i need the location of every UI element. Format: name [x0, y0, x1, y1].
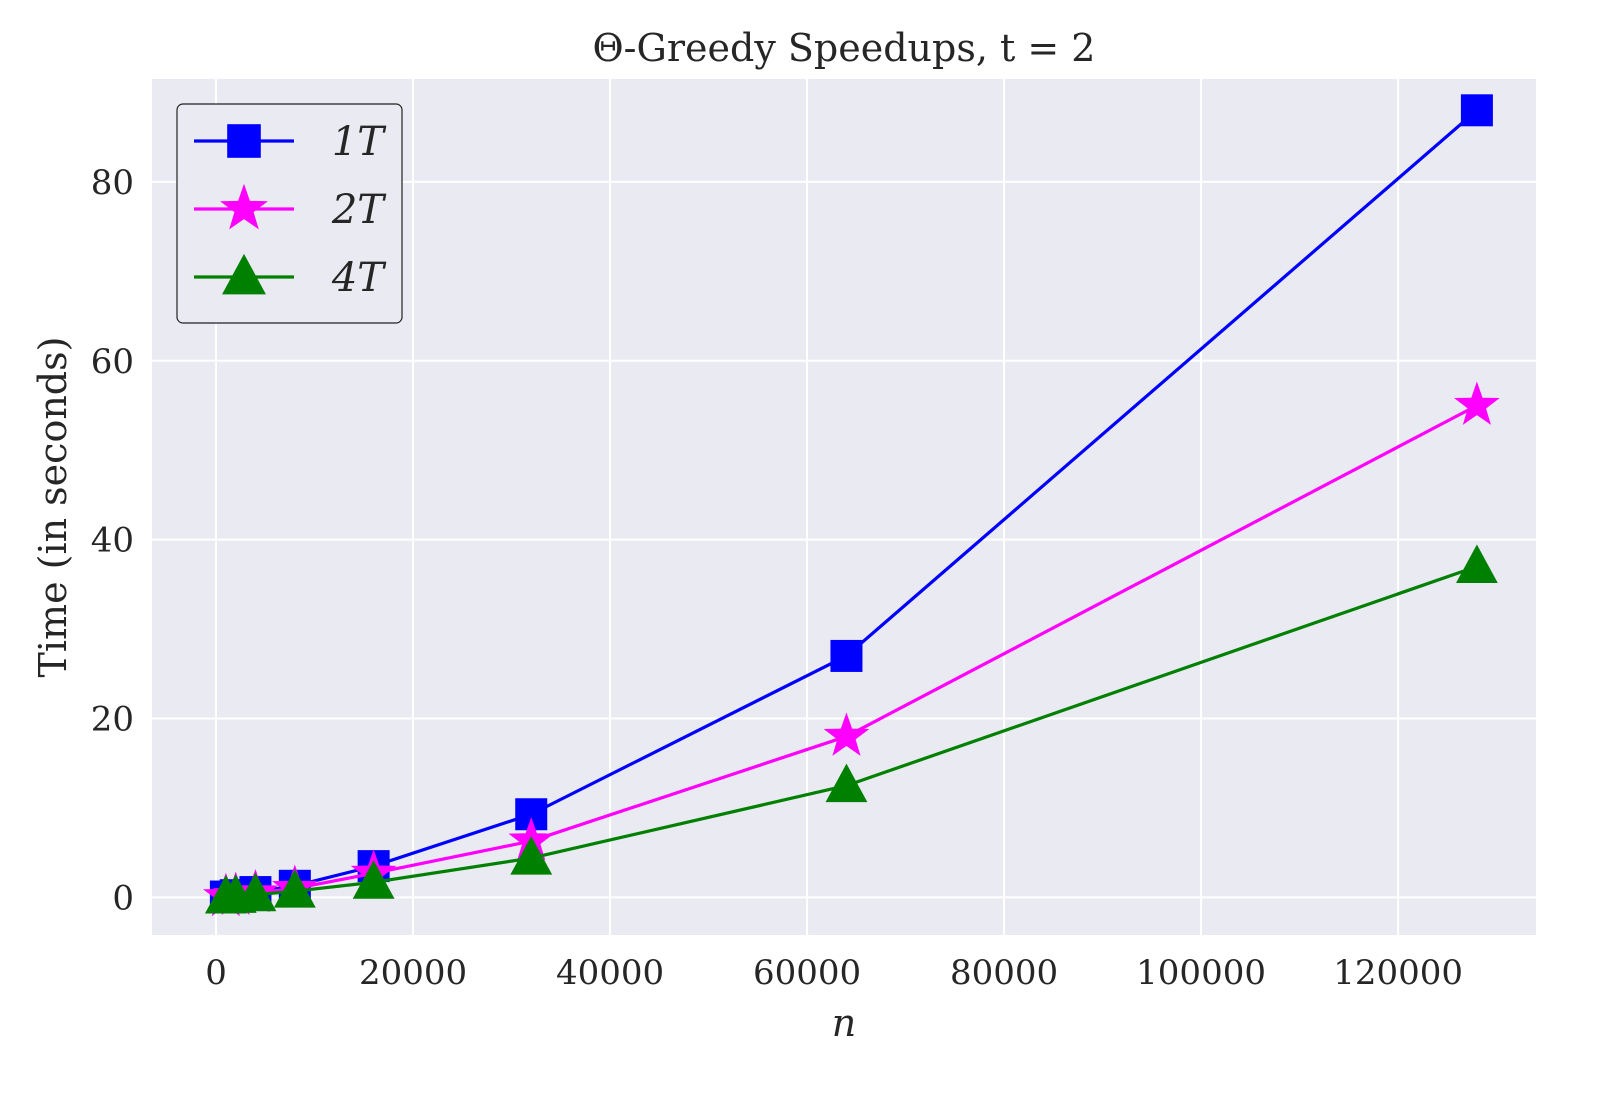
x-tick-label: 20000: [359, 953, 467, 993]
x-tick-label: 60000: [753, 953, 861, 993]
x-tick-label: 120000: [1333, 953, 1463, 993]
x-tick-label: 100000: [1136, 953, 1266, 993]
legend-marker: [227, 124, 261, 158]
y-tick-label: 60: [91, 342, 134, 382]
x-tick-label: 40000: [556, 953, 664, 993]
legend-item-4t: 4T: [194, 253, 387, 301]
series-4t: [204, 544, 1498, 914]
data-point: [1454, 381, 1500, 425]
legend-item-1t: 1T: [194, 119, 387, 165]
data-point: [830, 639, 863, 672]
x-tick-label: 80000: [950, 953, 1058, 993]
data-point: [825, 763, 868, 803]
series-layer: [203, 94, 1500, 917]
y-tick-labels: 0 20 40 60 80: [91, 163, 134, 919]
legend-box: [176, 103, 403, 324]
legend-marker: [222, 253, 266, 295]
x-axis-label: n: [832, 1001, 856, 1045]
y-axis-label: Time (in seconds): [31, 337, 75, 678]
data-point: [510, 836, 553, 875]
data-point: [273, 869, 316, 908]
data-point: [1456, 544, 1498, 583]
legend-item-2t: 2T: [194, 183, 387, 233]
y-tick-label: 40: [91, 521, 134, 561]
x-tick-labels: 0 20000 40000 60000 80000 100000 120000: [205, 953, 1463, 993]
legend-label: 2T: [331, 187, 387, 233]
x-tick-label: 0: [205, 953, 227, 993]
legend-label: 4T: [331, 255, 387, 301]
data-point: [234, 872, 277, 912]
y-tick-label: 80: [91, 163, 134, 203]
legend-label: 1T: [332, 119, 387, 165]
data-point: [823, 712, 870, 756]
y-tick-label: 0: [112, 878, 134, 918]
legend: 1T 2T 4T: [176, 103, 403, 324]
data-point: [1460, 94, 1493, 127]
y-tick-label: 20: [91, 700, 134, 740]
data-point: [352, 860, 395, 899]
chart-title: Θ-Greedy Speedups, t = 2: [593, 26, 1096, 70]
legend-marker: [220, 183, 268, 230]
